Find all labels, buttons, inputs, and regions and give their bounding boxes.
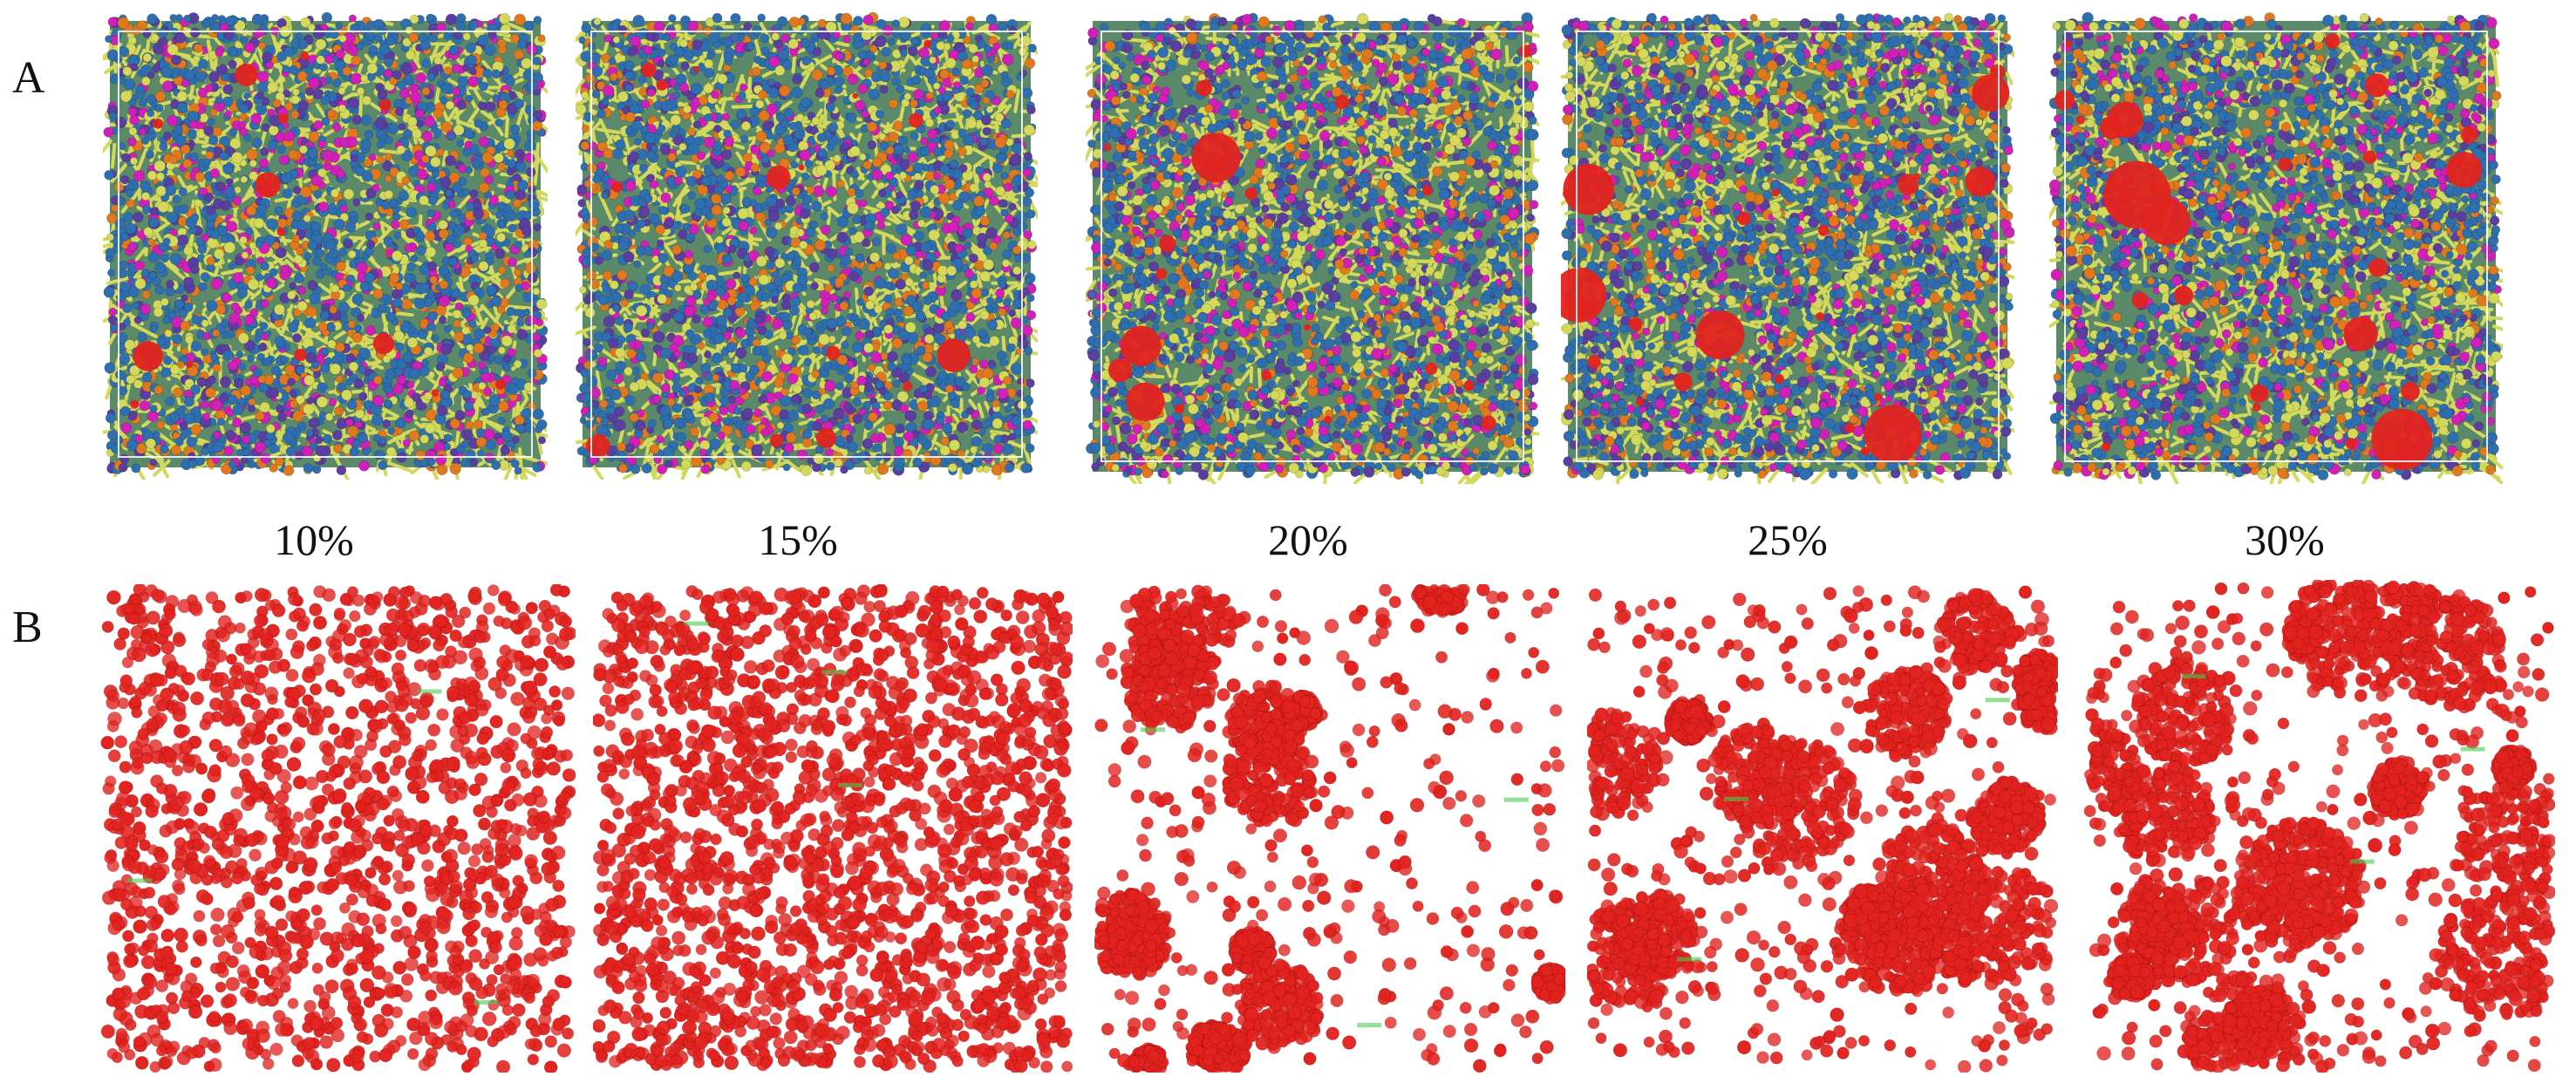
cluster-panel-b-2 <box>593 584 1073 1073</box>
snapshot-a-5 <box>2049 11 2503 484</box>
concentration-label-4: 25% <box>1570 514 2006 565</box>
snapshot-panel-a-5 <box>2049 9 2503 484</box>
cluster-panel-b-5 <box>2084 580 2555 1073</box>
cluster-b-1 <box>100 584 576 1073</box>
snapshot-panel-a-3 <box>1086 9 1539 484</box>
concentration-label-1: 10% <box>96 514 532 565</box>
cluster-panel-b-1 <box>100 584 576 1073</box>
snapshot-panel-a-4 <box>1561 9 2014 484</box>
cluster-b-2 <box>593 584 1073 1073</box>
cluster-panel-b-4 <box>1587 584 2058 1073</box>
snapshot-a-3 <box>1086 12 1539 484</box>
cluster-panel-b-3 <box>1094 584 1565 1073</box>
concentration-label-3: 20% <box>1090 514 1526 565</box>
row-label-a: A <box>12 52 45 104</box>
row-label-b: B <box>12 602 43 653</box>
snapshot-a-2 <box>576 11 1038 480</box>
snapshot-panel-a-1 <box>103 9 548 480</box>
concentration-label-5: 30% <box>2067 514 2503 565</box>
cluster-b-4 <box>1587 585 2058 1073</box>
cluster-b-3 <box>1094 584 1565 1073</box>
cluster-b-5 <box>2084 580 2555 1073</box>
snapshot-a-1 <box>103 11 548 480</box>
concentration-label-2: 15% <box>580 514 1016 565</box>
snapshot-panel-a-2 <box>576 9 1038 480</box>
snapshot-a-4 <box>1561 12 2014 484</box>
